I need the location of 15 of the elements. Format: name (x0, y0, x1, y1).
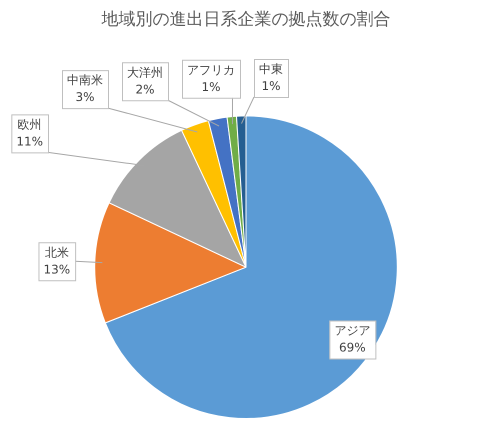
slice-label: 中東 (259, 62, 283, 76)
data-label: 1% (261, 79, 281, 94)
data-label: 13% (43, 262, 70, 276)
slice-label: 北米 (44, 245, 69, 260)
data-label: 3% (75, 90, 95, 104)
data-label: 11% (16, 134, 43, 148)
slice-label: 欧州 (18, 117, 42, 132)
slice-label: アジア (334, 324, 370, 338)
data-label: 1% (201, 80, 221, 94)
slice-label: 中南米 (67, 73, 103, 88)
data-label: 2% (135, 82, 155, 96)
slice-label: アフリカ (187, 62, 235, 77)
data-label: 69% (339, 340, 366, 355)
chart-title: 地域別の進出日系企業の拠点数の割合 (100, 10, 390, 30)
slice-label: 大洋州 (127, 65, 163, 80)
